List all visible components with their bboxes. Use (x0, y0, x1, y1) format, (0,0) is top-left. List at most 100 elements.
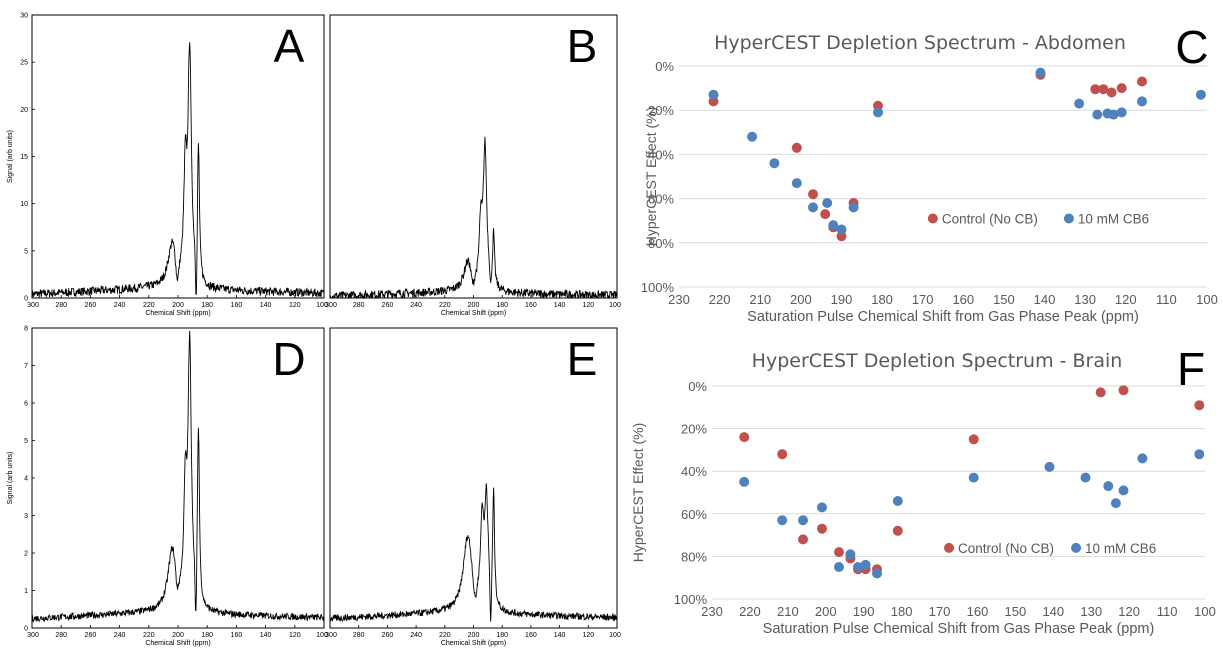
x-tick-label: 120 (582, 632, 594, 639)
x-tick-label: 100 (609, 632, 621, 639)
data-point-cb6 (828, 220, 839, 231)
x-axis-title: Chemical Shift (ppm) (441, 640, 506, 647)
y-tick-label: 0% (655, 59, 674, 74)
x-axis-title: Chemical Shift (ppm) (441, 310, 506, 317)
x-tick-label: 150 (1005, 604, 1027, 619)
panel-letter: A (274, 20, 305, 72)
y-tick-label: 0 (24, 296, 28, 303)
x-tick-label: 240 (410, 302, 422, 309)
x-tick-label: 160 (525, 302, 537, 309)
x-tick-label: 280 (55, 632, 67, 639)
x-tick-label: 190 (831, 292, 853, 307)
y-axis-title: Signal (arb units) (7, 130, 14, 183)
x-tick-label: 300 (325, 302, 337, 309)
data-point-control (798, 534, 808, 545)
y-tick-label: 6 (24, 401, 28, 408)
data-point-control (834, 547, 844, 558)
data-point-cb6 (860, 559, 871, 570)
x-tick-label: 220 (739, 604, 761, 619)
x-tick-label: 260 (382, 632, 394, 639)
panel-letter: C (1175, 21, 1208, 73)
y-tick-label: 5 (24, 438, 28, 445)
data-point-control (1090, 84, 1101, 95)
x-tick-label: 100 (609, 302, 621, 309)
data-point-cb6 (1116, 107, 1127, 118)
x-tick-label: 120 (289, 302, 301, 309)
plot-frame (329, 14, 618, 299)
data-point-cb6 (1092, 109, 1103, 120)
plot-frame (31, 327, 325, 629)
x-tick-label: 140 (1034, 292, 1056, 307)
hypercest-panels: 0%20%40%60%80%100%230 220 210 200 190 180 170 1… (630, 21, 1218, 637)
data-point-cb6 (777, 515, 788, 526)
spectrum-panel-b: 300 280 260 240 220 200 180 160 140 120 100 Chemica… (325, 14, 621, 317)
data-point-cb6 (822, 198, 833, 208)
panel-letter: D (272, 333, 305, 385)
x-tick-label: 200 (468, 632, 480, 639)
chart-title: HyperCEST Depletion Spectrum - Brain (752, 350, 1123, 372)
data-point-cb6 (747, 131, 758, 142)
x-tick-label: 200 (172, 632, 184, 639)
data-point-cb6 (1044, 461, 1055, 472)
x-axis-title: Chemical Shift (ppm) (145, 310, 210, 317)
y-tick-label: 60% (648, 192, 674, 207)
y-tick-label: 15 (20, 154, 28, 161)
y-tick-label: 1 (24, 588, 28, 595)
data-point-control (820, 209, 831, 220)
x-tick-label: 260 (382, 302, 394, 309)
cest-chart-f: 0% 20% 40% 60% 80% 100%230 220 210 200 190 180 170 1… (630, 343, 1216, 637)
x-tick-label: 140 (1042, 604, 1064, 619)
data-point-control (808, 189, 818, 200)
x-tick-label: 160 (952, 292, 974, 307)
x-tick-label: 160 (231, 632, 243, 639)
x-tick-label: 140 (554, 302, 566, 309)
data-point-cb6 (845, 549, 856, 560)
data-point-control (1106, 87, 1117, 98)
x-tick-label: 130 (1074, 292, 1096, 307)
x-tick-label: 160 (231, 302, 243, 309)
x-tick-label: 120 (1118, 604, 1140, 619)
data-point-control (777, 449, 788, 460)
data-point-control (1137, 76, 1147, 87)
x-tick-label: 160 (967, 604, 989, 619)
data-point-cb6 (769, 158, 780, 169)
data-point-cb6 (1080, 472, 1091, 483)
x-tick-label: 210 (777, 604, 799, 619)
x-tick-label: 140 (260, 632, 272, 639)
x-tick-label: 230 (668, 292, 690, 307)
data-point-cb6 (872, 568, 882, 579)
x-tick-label: 220 (439, 632, 451, 639)
x-tick-label: 280 (353, 632, 365, 639)
x-tick-label: 120 (582, 302, 594, 309)
y-tick-label: 7 (24, 363, 28, 370)
y-tick-label: 60% (681, 507, 707, 522)
data-point-control (1116, 83, 1127, 94)
panel-letter: B (567, 20, 598, 72)
x-tick-label: 200 (790, 292, 812, 307)
y-tick-label: 5 (24, 248, 28, 255)
data-point-cb6 (1118, 485, 1129, 496)
data-point-cb6 (873, 107, 883, 118)
data-point-cb6 (1137, 96, 1147, 107)
x-tick-label: 180 (201, 302, 213, 309)
spectrum-line (31, 330, 325, 623)
spectrum-panel-e: 300 280 260 240 220 200 180 160 140 120 100 Chemica… (325, 327, 621, 647)
x-tick-label: 180 (201, 632, 213, 639)
data-point-cb6 (1103, 481, 1114, 492)
y-tick-label: 40% (648, 147, 674, 162)
data-point-cb6 (968, 472, 979, 483)
legend-label: Control (No CB) (958, 541, 1054, 556)
y-tick-label: 30 (20, 13, 28, 20)
x-tick-label: 240 (410, 632, 422, 639)
y-tick-label: 25 (20, 60, 28, 67)
x-tick-label: 130 (1080, 604, 1102, 619)
data-point-cb6 (1137, 453, 1148, 464)
y-tick-label: 4 (24, 476, 28, 483)
y-tick-label: 3 (24, 513, 28, 520)
x-tick-label: 240 (114, 302, 126, 309)
x-tick-label: 220 (143, 632, 155, 639)
nmr-spectra-panels: 300 280 260 240 220 200 180 160 140 120 100Chemica… (7, 13, 621, 648)
x-tick-label: 190 (853, 604, 875, 619)
spectrum-panel-a: 300 280 260 240 220 200 180 160 140 120 100Chemica… (7, 13, 328, 318)
data-point-control (1118, 385, 1129, 396)
